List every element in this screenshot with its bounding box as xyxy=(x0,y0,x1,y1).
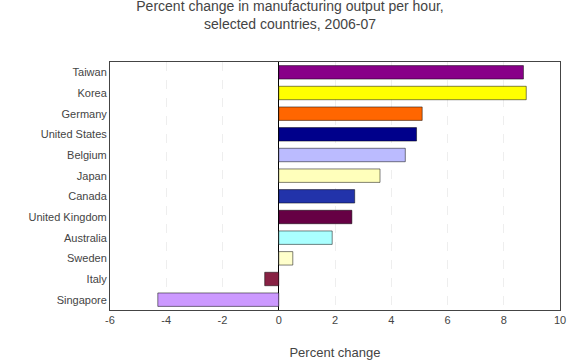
svg-text:0: 0 xyxy=(276,314,282,326)
svg-text:Percent change in manufacturin: Percent change in manufacturing output p… xyxy=(136,0,443,32)
svg-text:4: 4 xyxy=(388,314,394,326)
svg-text:Belgium: Belgium xyxy=(67,149,107,161)
svg-text:8: 8 xyxy=(501,314,507,326)
svg-text:Germany: Germany xyxy=(62,108,108,120)
svg-text:-6: -6 xyxy=(105,314,115,326)
svg-text:Taiwan: Taiwan xyxy=(73,66,107,78)
svg-text:6: 6 xyxy=(444,314,450,326)
svg-text:Japan: Japan xyxy=(77,170,107,182)
svg-text:2: 2 xyxy=(332,314,338,326)
svg-text:-2: -2 xyxy=(218,314,228,326)
svg-text:-4: -4 xyxy=(161,314,171,326)
svg-text:10: 10 xyxy=(554,314,566,326)
svg-text:Italy: Italy xyxy=(87,273,108,285)
svg-text:Korea: Korea xyxy=(77,87,107,99)
svg-text:United States: United States xyxy=(41,128,108,140)
svg-text:United Kingdom: United Kingdom xyxy=(29,211,107,223)
svg-text:Canada: Canada xyxy=(68,190,107,202)
svg-text:Sweden: Sweden xyxy=(67,252,107,264)
svg-text:Australia: Australia xyxy=(64,232,108,244)
svg-text:Percent change: Percent change xyxy=(289,345,380,360)
svg-text:Singapore: Singapore xyxy=(57,294,107,306)
